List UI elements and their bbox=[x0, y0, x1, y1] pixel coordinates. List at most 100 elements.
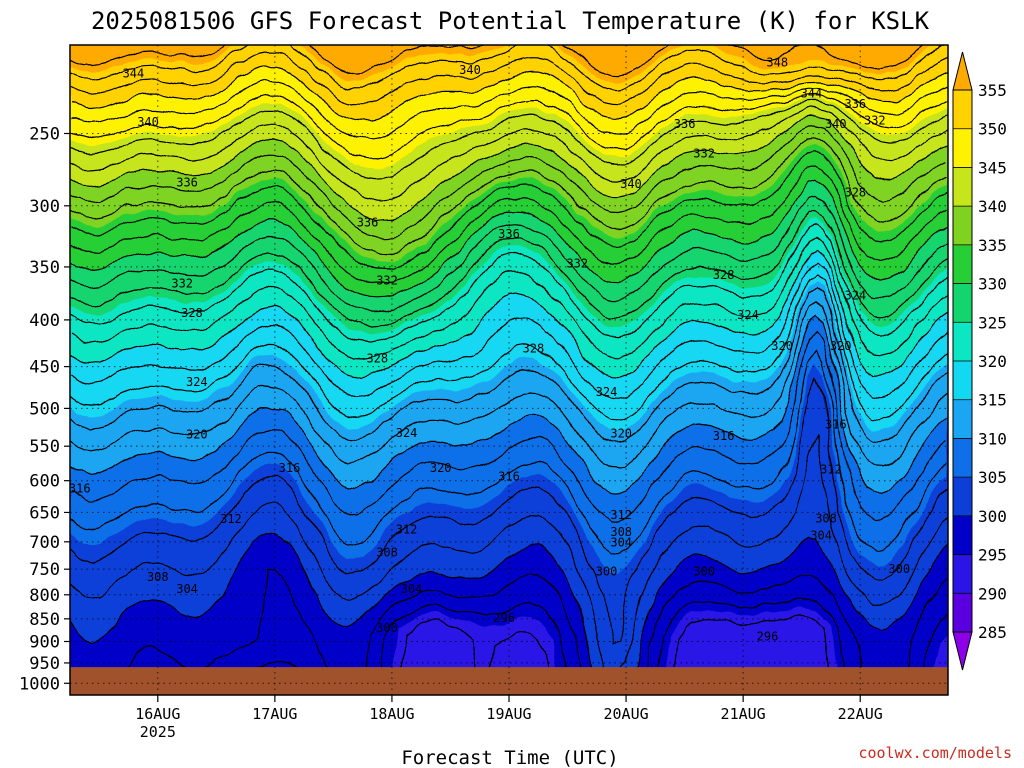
contour-label: 300 bbox=[888, 562, 910, 576]
colorbar-label: 320 bbox=[978, 352, 1007, 371]
contour-356 bbox=[70, 45, 925, 76]
contour-label: 344 bbox=[123, 67, 145, 81]
colorbar-swatch bbox=[953, 244, 972, 285]
contour-label: 324 bbox=[737, 308, 759, 322]
y-tick-label: 500 bbox=[29, 399, 60, 419]
colorbar-swatch bbox=[953, 206, 972, 246]
contour-322 bbox=[70, 237, 948, 360]
contour-label: 324 bbox=[844, 288, 866, 302]
plot-area bbox=[70, 45, 948, 695]
contour-342 bbox=[70, 107, 948, 202]
contour-324 bbox=[70, 224, 948, 343]
contour-label: 308 bbox=[815, 511, 837, 525]
contour-label: 316 bbox=[825, 418, 847, 432]
contour-label: 332 bbox=[171, 277, 193, 291]
colorbar-label: 315 bbox=[978, 391, 1007, 410]
colorbar-swatch bbox=[953, 593, 972, 633]
contour-label: 332 bbox=[566, 257, 588, 271]
contour-label: 340 bbox=[825, 117, 847, 131]
grid-lines bbox=[70, 45, 948, 695]
y-axis: 2503003504004505005506006507007508008509… bbox=[19, 124, 70, 694]
contour-label: 336 bbox=[674, 117, 696, 131]
contour-label: 312 bbox=[396, 523, 418, 537]
contour-296 bbox=[70, 597, 948, 695]
contour-labels: 344 340 336 332 328 324 320 316 312 308 304 316 336 3… bbox=[69, 55, 910, 643]
contour-344 bbox=[70, 100, 948, 181]
y-tick-label: 900 bbox=[29, 632, 60, 652]
colorbar-swatch bbox=[953, 361, 972, 401]
y-tick-label: 800 bbox=[29, 586, 60, 606]
contour-label: 320 bbox=[771, 339, 793, 353]
x-tick-label: 19AUG bbox=[486, 705, 531, 723]
contour-label: 320 bbox=[610, 427, 632, 441]
contour-label: 336 bbox=[498, 227, 520, 241]
contour-label: 328 bbox=[366, 352, 388, 366]
colorbar-label: 335 bbox=[978, 236, 1007, 255]
colorbar-label: 295 bbox=[978, 546, 1007, 565]
ground-layer bbox=[70, 667, 948, 695]
contour-label: 312 bbox=[820, 462, 842, 476]
colorbar-label: 355 bbox=[978, 81, 1007, 100]
contour-label: 328 bbox=[523, 342, 545, 356]
y-tick-label: 650 bbox=[29, 503, 60, 523]
colorbar-swatch bbox=[953, 438, 972, 478]
contour-label: 324 bbox=[186, 375, 208, 389]
contour-label: 328 bbox=[181, 306, 203, 320]
colorbar-swatch bbox=[953, 90, 972, 130]
x-axis-label: Forecast Time (UTC) bbox=[401, 747, 618, 768]
x-tick-label: 16AUG bbox=[135, 705, 180, 723]
contour-label: 300 bbox=[376, 621, 398, 635]
contour-label: 336 bbox=[176, 176, 198, 190]
colorbar-swatch bbox=[953, 167, 972, 207]
colorbar-label: 345 bbox=[978, 158, 1007, 177]
contour-312 bbox=[70, 299, 948, 469]
colorbar-label: 330 bbox=[978, 275, 1007, 294]
contour-label: 324 bbox=[396, 426, 418, 440]
contour-label: 332 bbox=[693, 147, 715, 161]
contour-label: 304 bbox=[610, 535, 632, 549]
contour-328 bbox=[70, 196, 948, 312]
contour-label: 324 bbox=[596, 385, 618, 399]
contour-330 bbox=[70, 181, 948, 298]
y-tick-label: 700 bbox=[29, 533, 60, 553]
contour-336 bbox=[70, 137, 948, 255]
contour-294 bbox=[70, 614, 948, 695]
contour-label: 300 bbox=[693, 564, 715, 578]
contour-label: 348 bbox=[766, 55, 788, 69]
y-tick-label: 300 bbox=[29, 197, 60, 217]
contour-306 bbox=[70, 349, 948, 554]
y-tick-label: 350 bbox=[29, 258, 60, 278]
contour-label: 340 bbox=[620, 177, 642, 191]
contour-label: 328 bbox=[844, 185, 866, 199]
colorbar-swatch bbox=[953, 399, 972, 439]
y-tick-label: 750 bbox=[29, 560, 60, 580]
chart-title: 2025081506 GFS Forecast Potential Temper… bbox=[91, 7, 930, 35]
x-tick-label: 20AUG bbox=[603, 705, 648, 723]
colorbar-swatch bbox=[953, 128, 972, 168]
colorbar: 285 290 295 300 305 310 315 320 325 330 335 340 345 3… bbox=[952, 51, 1007, 671]
contour-label: 316 bbox=[498, 470, 520, 484]
y-tick-label: 400 bbox=[29, 311, 60, 331]
colorbar-swatch bbox=[953, 322, 972, 362]
contour-label: 316 bbox=[279, 461, 301, 475]
contour-label: 316 bbox=[69, 482, 91, 496]
contour-label: 308 bbox=[376, 545, 398, 559]
x-tick-label: 17AUG bbox=[252, 705, 297, 723]
contour-348 bbox=[70, 79, 948, 140]
contour-334 bbox=[70, 151, 948, 270]
y-tick-label: 950 bbox=[29, 654, 60, 674]
contour-label: 312 bbox=[220, 512, 242, 526]
colorbar-swatch bbox=[953, 477, 972, 517]
contour-318 bbox=[70, 261, 948, 400]
y-tick-label: 600 bbox=[29, 472, 60, 492]
y-tick-label: 1000 bbox=[19, 674, 60, 694]
colorbar-label: 285 bbox=[978, 623, 1007, 642]
contour-label: 304 bbox=[401, 582, 423, 596]
colorbar-low-arrow bbox=[952, 631, 973, 671]
contour-label: 328 bbox=[713, 268, 735, 282]
contour-label: 340 bbox=[137, 115, 159, 129]
colorbar-label: 325 bbox=[978, 313, 1007, 332]
contour-label: 304 bbox=[176, 582, 198, 596]
colorbar-label: 310 bbox=[978, 429, 1007, 448]
